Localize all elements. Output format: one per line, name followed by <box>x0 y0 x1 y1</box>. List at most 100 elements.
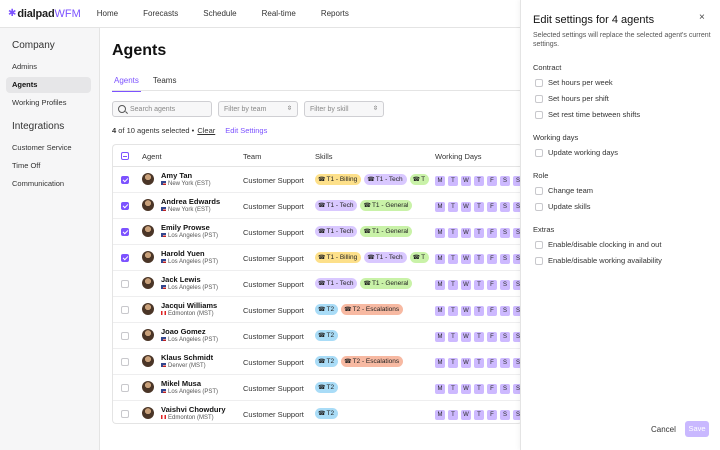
working-day-chip: F <box>487 228 497 238</box>
page-title: Agents <box>112 42 167 59</box>
table-row[interactable]: Vaishvi Chowdury Edmonton (MST) Customer S… <box>113 401 522 423</box>
avatar <box>142 225 154 237</box>
avatar <box>142 303 154 315</box>
table-row[interactable]: Emily Prowse Los Angeles (PST) Customer Su… <box>113 219 522 245</box>
row-checkbox[interactable] <box>121 358 129 366</box>
us-flag-icon <box>161 389 166 393</box>
row-checkbox[interactable] <box>121 306 129 314</box>
working-day-chip: M <box>435 306 445 316</box>
select-all-checkbox[interactable] <box>121 152 129 160</box>
main-nav: Home Forecasts Schedule Real-time Report… <box>97 9 374 18</box>
avatar <box>142 329 154 341</box>
panel-option[interactable]: Change team <box>535 186 593 195</box>
nav-home[interactable]: Home <box>96 9 119 18</box>
clear-selection-link[interactable]: Clear <box>197 126 216 135</box>
row-checkbox[interactable] <box>121 332 129 340</box>
tab-teams[interactable]: Teams <box>152 76 177 85</box>
option-checkbox[interactable] <box>535 110 543 119</box>
save-button[interactable]: Save <box>685 421 709 437</box>
edit-settings-link[interactable]: Edit Settings <box>225 126 268 135</box>
agent-skills: ☎T2 <box>315 408 429 420</box>
table-row[interactable]: Andrea Edwards New York (EST) Customer Sup… <box>113 193 522 219</box>
agent-location-text: Los Angeles (PST) <box>168 337 219 343</box>
skill-label: T1 - General <box>371 228 409 235</box>
nav-reports[interactable]: Reports <box>320 9 349 18</box>
row-checkbox[interactable] <box>121 202 129 210</box>
agent-team: Customer Support <box>243 384 304 393</box>
header-skills: Skills <box>315 152 333 161</box>
option-label: Set hours per week <box>548 78 613 87</box>
panel-option[interactable]: Enable/disable clocking in and out <box>535 240 661 249</box>
row-checkbox[interactable] <box>121 176 129 184</box>
working-day-chip: W <box>461 202 471 212</box>
close-icon[interactable]: × <box>699 12 705 23</box>
nav-schedule[interactable]: Schedule <box>203 9 237 18</box>
table-row[interactable]: Jacqui Williams Edmonton (MST) Customer Su… <box>113 297 522 323</box>
working-day-chip: S <box>513 280 522 290</box>
skill-label: T1 - Tech <box>326 202 354 209</box>
avatar <box>142 277 154 289</box>
table-row[interactable]: Jack Lewis Los Angeles (PST) Customer Supp… <box>113 271 522 297</box>
panel-option[interactable]: Set hours per week <box>535 78 613 87</box>
phone-icon: ☎ <box>344 307 352 313</box>
header-agent: Agent <box>142 152 162 161</box>
team-filter-placeholder: Filter by team <box>224 105 267 113</box>
row-checkbox[interactable] <box>121 254 129 262</box>
nav-forecasts[interactable]: Forecasts <box>143 9 179 18</box>
edit-settings-panel: Edit settings for 4 agents × Selected se… <box>520 0 720 450</box>
nav-real-time[interactable]: Real-time <box>261 9 296 18</box>
us-flag-icon <box>161 233 166 237</box>
phone-icon: ☎ <box>318 307 326 313</box>
sidebar-item-agents[interactable]: Agents <box>6 77 91 93</box>
option-checkbox[interactable] <box>535 256 543 265</box>
row-checkbox[interactable] <box>121 384 129 392</box>
table-row[interactable]: Klaus Schmidt Denver (MST) Customer Suppor… <box>113 349 522 375</box>
agent-name: Klaus Schmidt <box>161 353 214 362</box>
table-row[interactable]: Mikel Musa Los Angeles (PST) Customer Supp… <box>113 375 522 401</box>
working-day-chip: W <box>461 176 471 186</box>
phone-icon: ☎ <box>318 255 326 261</box>
agent-team: Customer Support <box>243 228 304 237</box>
working-day-chip: T <box>474 280 484 290</box>
search-placeholder: Search agents <box>130 105 176 113</box>
dialpad-wfm-logo[interactable]: ✱ dialpad WFM <box>8 8 81 20</box>
working-day-chip: S <box>513 176 522 186</box>
working-day-chip: T <box>474 254 484 264</box>
panel-section-heading: Contract <box>533 63 562 72</box>
panel-option[interactable]: Update skills <box>535 202 591 211</box>
row-checkbox[interactable] <box>121 228 129 236</box>
sidebar-item-customer-service[interactable]: Customer Service <box>12 143 72 152</box>
working-day-chip: W <box>461 306 471 316</box>
skill-filter-dropdown[interactable]: Filter by skill ⇳ <box>304 101 384 117</box>
phone-icon: ☎ <box>318 385 326 391</box>
option-checkbox[interactable] <box>535 78 543 87</box>
working-day-chip: T <box>474 176 484 186</box>
panel-option[interactable]: Set hours per shift <box>535 94 609 103</box>
option-checkbox[interactable] <box>535 148 543 157</box>
option-checkbox[interactable] <box>535 186 543 195</box>
search-input[interactable]: Search agents <box>112 101 212 117</box>
panel-option[interactable]: Enable/disable working availability <box>535 256 662 265</box>
option-checkbox[interactable] <box>535 240 543 249</box>
table-row[interactable]: Harold Yuen Los Angeles (PST) Customer Sup… <box>113 245 522 271</box>
option-checkbox[interactable] <box>535 94 543 103</box>
sidebar-item-admins[interactable]: Admins <box>12 62 38 71</box>
sidebar-item-communication[interactable]: Communication <box>12 179 65 188</box>
chevron-updown-icon: ⇳ <box>286 106 292 112</box>
tab-agents[interactable]: Agents <box>112 74 141 92</box>
sidebar-item-time-off[interactable]: Time Off <box>12 161 41 170</box>
working-day-chip: W <box>461 332 471 342</box>
panel-option[interactable]: Update working days <box>535 148 618 157</box>
row-checkbox[interactable] <box>121 410 129 418</box>
table-row[interactable]: Joao Gomez Los Angeles (PST) Customer Supp… <box>113 323 522 349</box>
sidebar-item-working-profiles[interactable]: Working Profiles <box>12 98 67 107</box>
option-checkbox[interactable] <box>535 202 543 211</box>
skill-pill: ☎T2 <box>315 356 339 367</box>
team-filter-dropdown[interactable]: Filter by team ⇳ <box>218 101 298 117</box>
row-checkbox[interactable] <box>121 280 129 288</box>
avatar <box>142 407 154 419</box>
cancel-button[interactable]: Cancel <box>651 425 676 434</box>
panel-option[interactable]: Set rest time between shifts <box>535 110 640 119</box>
table-row[interactable]: Amy Tan New York (EST) Customer Support ☎T1… <box>113 167 522 193</box>
